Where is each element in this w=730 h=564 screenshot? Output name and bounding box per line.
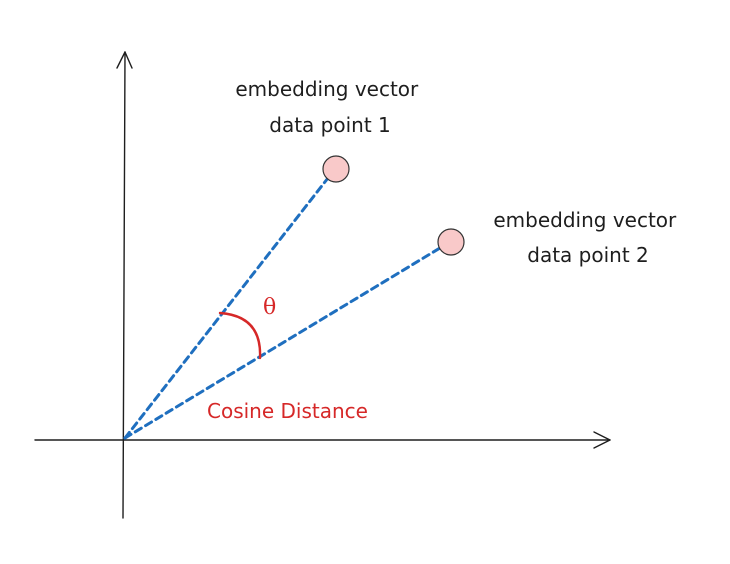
y-axis-arrowhead — [116, 51, 133, 69]
data-point-1-marker — [322, 155, 350, 183]
data-point-1-label-line2: data point 1 — [269, 113, 391, 137]
y-axis — [122, 51, 126, 519]
vector-data-point-2 — [123, 246, 442, 440]
x-axis-arrowhead — [593, 431, 611, 449]
data-point-2-label-line1: embedding vector — [493, 208, 677, 232]
data-point-1-label: embedding vector data point 1 — [235, 77, 424, 137]
data-point-2-label-line2: data point 2 — [527, 243, 649, 267]
cosine-distance-caption: Cosine Distance — [207, 399, 368, 423]
vector-data-point-1 — [123, 176, 330, 440]
angle-arc — [218, 311, 262, 360]
data-point-2-marker — [437, 228, 465, 256]
data-point-1-label-line1: embedding vector — [235, 77, 419, 101]
theta-symbol: θ — [263, 295, 276, 320]
data-point-2-label: embedding vector data point 2 — [493, 208, 682, 267]
